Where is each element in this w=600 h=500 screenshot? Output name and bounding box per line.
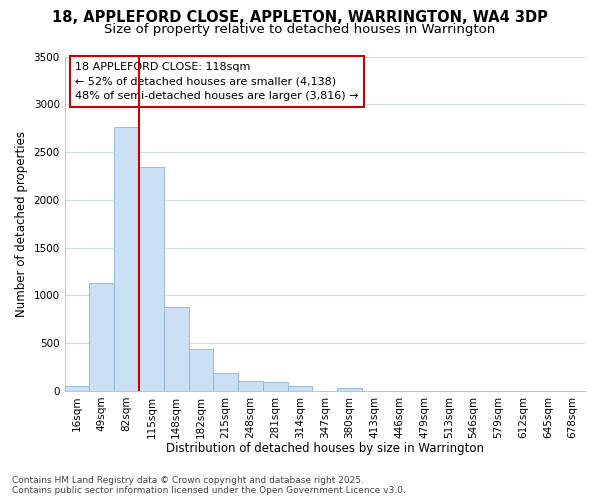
Text: 18 APPLEFORD CLOSE: 118sqm
← 52% of detached houses are smaller (4,138)
48% of s: 18 APPLEFORD CLOSE: 118sqm ← 52% of deta… — [75, 62, 359, 101]
Bar — [139, 168, 164, 391]
Bar — [287, 386, 313, 391]
Bar — [114, 127, 139, 391]
Bar — [65, 386, 89, 391]
Bar — [263, 382, 287, 391]
Bar — [238, 382, 263, 391]
Text: 18, APPLEFORD CLOSE, APPLETON, WARRINGTON, WA4 3DP: 18, APPLEFORD CLOSE, APPLETON, WARRINGTO… — [52, 10, 548, 25]
Bar — [188, 349, 214, 391]
Text: Size of property relative to detached houses in Warrington: Size of property relative to detached ho… — [104, 22, 496, 36]
Bar — [164, 307, 188, 391]
Bar — [214, 373, 238, 391]
Bar — [337, 388, 362, 391]
Text: Contains HM Land Registry data © Crown copyright and database right 2025.
Contai: Contains HM Land Registry data © Crown c… — [12, 476, 406, 495]
Y-axis label: Number of detached properties: Number of detached properties — [15, 130, 28, 316]
Bar — [89, 283, 114, 391]
X-axis label: Distribution of detached houses by size in Warrington: Distribution of detached houses by size … — [166, 442, 484, 455]
